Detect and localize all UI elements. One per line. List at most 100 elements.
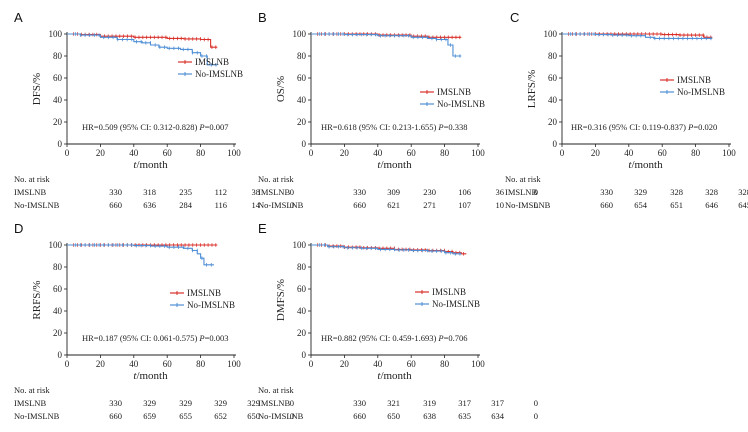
risk-cell: 652: [214, 411, 227, 421]
risk-cell: 654: [634, 200, 647, 210]
x-tick-label: 80: [440, 148, 450, 158]
legend-label: No-IMSLNB: [187, 300, 235, 310]
risk-cell: 318: [143, 187, 156, 197]
censor-marks-no-imslnb: [75, 32, 217, 67]
y-tick-label: 20: [53, 117, 63, 127]
risk-cell: 646: [705, 200, 718, 210]
y-tick-label: 100: [293, 240, 307, 250]
risk-cell: 636: [143, 200, 156, 210]
legend-label: No-IMSLNB: [437, 99, 485, 109]
risk-cell: 638: [423, 411, 436, 421]
risk-cell: 235: [179, 187, 192, 197]
risk-cell: 660: [600, 200, 613, 210]
y-tick-label: 40: [297, 306, 307, 316]
y-tick-label: 0: [58, 139, 63, 149]
risk-row-label: No-IMSLNB: [258, 200, 304, 210]
panel-letter: A: [14, 10, 23, 25]
panel-letter: B: [258, 10, 267, 25]
x-tick-label: 40: [129, 359, 139, 369]
risk-cell: 330: [600, 187, 613, 197]
y-tick-label: 100: [293, 29, 307, 39]
x-tick-label: 60: [163, 359, 173, 369]
risk-cell: 330: [353, 398, 366, 408]
x-tick-label: 80: [691, 148, 701, 158]
legend: IMSLNB No-IMSLNB: [178, 57, 243, 79]
y-tick-label: 40: [297, 95, 307, 105]
x-tick-label: 80: [196, 148, 206, 158]
legend-label: IMSLNB: [195, 57, 229, 67]
risk-cell: 660: [109, 200, 122, 210]
risk-table: No. at riskIMSLNB3303293283283280No-IMSL…: [505, 173, 748, 215]
hazard-ratio-annotation: HR=0.882 (95% CI: 0.459-1.693) P=0.706: [321, 333, 468, 343]
y-tick-label: 60: [548, 73, 558, 83]
x-tick-label: 40: [373, 148, 383, 158]
x-axis-label: t/month: [377, 370, 412, 382]
panel-letter: D: [14, 221, 23, 236]
risk-row-label: No-IMSLNB: [14, 200, 60, 210]
panel-d: D 0 20 40 60 80 100 0 20 40 60 80 100 RRFS/% t/month IM…: [14, 221, 241, 382]
y-tick-label: 60: [53, 73, 63, 83]
panel-letter: C: [510, 10, 519, 25]
hazard-ratio-annotation: HR=0.618 (95% CI: 0.213-1.655) P=0.338: [321, 122, 468, 132]
risk-cell: 0: [533, 411, 538, 421]
risk-cell: 621: [387, 200, 400, 210]
risk-table-title: No. at risk: [14, 174, 50, 184]
x-tick-label: 20: [340, 359, 350, 369]
risk-row-label: IMSLNB: [258, 187, 291, 197]
y-tick-label: 60: [297, 73, 307, 83]
risk-cell: 319: [423, 398, 436, 408]
risk-table-title: No. at risk: [258, 385, 294, 395]
x-tick-label: 60: [407, 359, 417, 369]
risk-cell: 645: [738, 200, 748, 210]
panel-c: C 0 20 40 60 80 100 0 20 40 60 80 100 LRFS/% t/month IM…: [510, 10, 736, 171]
y-tick-label: 80: [53, 262, 63, 272]
x-axis-label: t/month: [628, 159, 663, 171]
risk-cell: 328: [705, 187, 718, 197]
risk-cell: 330: [353, 187, 366, 197]
risk-cell: 10: [495, 200, 505, 210]
legend-label: No-IMSLNB: [195, 69, 243, 79]
x-tick-label: 60: [163, 148, 173, 158]
x-axis-label: t/month: [133, 370, 168, 382]
legend: IMSLNB No-IMSLNB: [420, 87, 485, 109]
x-tick-label: 0: [309, 359, 314, 369]
x-tick-label: 20: [96, 359, 106, 369]
km-curve-no-imslnb: [562, 33, 713, 39]
y-axis-label: DFS/%: [31, 73, 43, 105]
legend: IMSLNB No-IMSLNB: [660, 75, 725, 97]
risk-cell: 660: [353, 200, 366, 210]
legend: IMSLNB No-IMSLNB: [170, 288, 235, 310]
legend-label: No-IMSLNB: [432, 299, 480, 309]
risk-cell: 330: [109, 398, 122, 408]
risk-table: No. at risk IMSLNB 330 329 329 329 329 0 No-IMSL…: [14, 384, 294, 426]
y-tick-label: 100: [49, 240, 63, 250]
y-tick-label: 0: [58, 350, 63, 360]
risk-cell: 659: [143, 411, 156, 421]
risk-cell: 271: [423, 200, 436, 210]
x-tick-label: 100: [471, 148, 485, 158]
risk-cell: 329: [634, 187, 647, 197]
risk-cell: 329: [247, 398, 260, 408]
legend-label: IMSLNB: [432, 287, 466, 297]
risk-table-title: No. at risk: [14, 385, 50, 395]
y-tick-label: 40: [53, 306, 63, 316]
risk-cell: 0: [289, 398, 294, 408]
censor-marks-no-imslnb: [319, 243, 461, 256]
y-axis-label: RRFS/%: [31, 280, 43, 319]
km-curve-no-imslnb: [311, 33, 462, 57]
risk-cell: 317: [491, 398, 504, 408]
risk-row-label: No-IMSLNB: [505, 200, 551, 210]
risk-table-title: No. at risk: [258, 174, 294, 184]
y-tick-label: 20: [297, 117, 307, 127]
x-tick-label: 40: [624, 148, 634, 158]
x-tick-label: 20: [96, 148, 106, 158]
risk-table: No. at risk IMSLNB 330 321 319 317 317 0 No-IMSL…: [258, 384, 538, 426]
risk-cell: 0: [533, 187, 538, 197]
risk-cell: 0: [533, 398, 538, 408]
x-tick-label: 0: [65, 359, 70, 369]
x-tick-label: 40: [373, 359, 383, 369]
risk-cell: 0: [289, 200, 294, 210]
censor-marks-no-imslnb: [75, 243, 212, 267]
